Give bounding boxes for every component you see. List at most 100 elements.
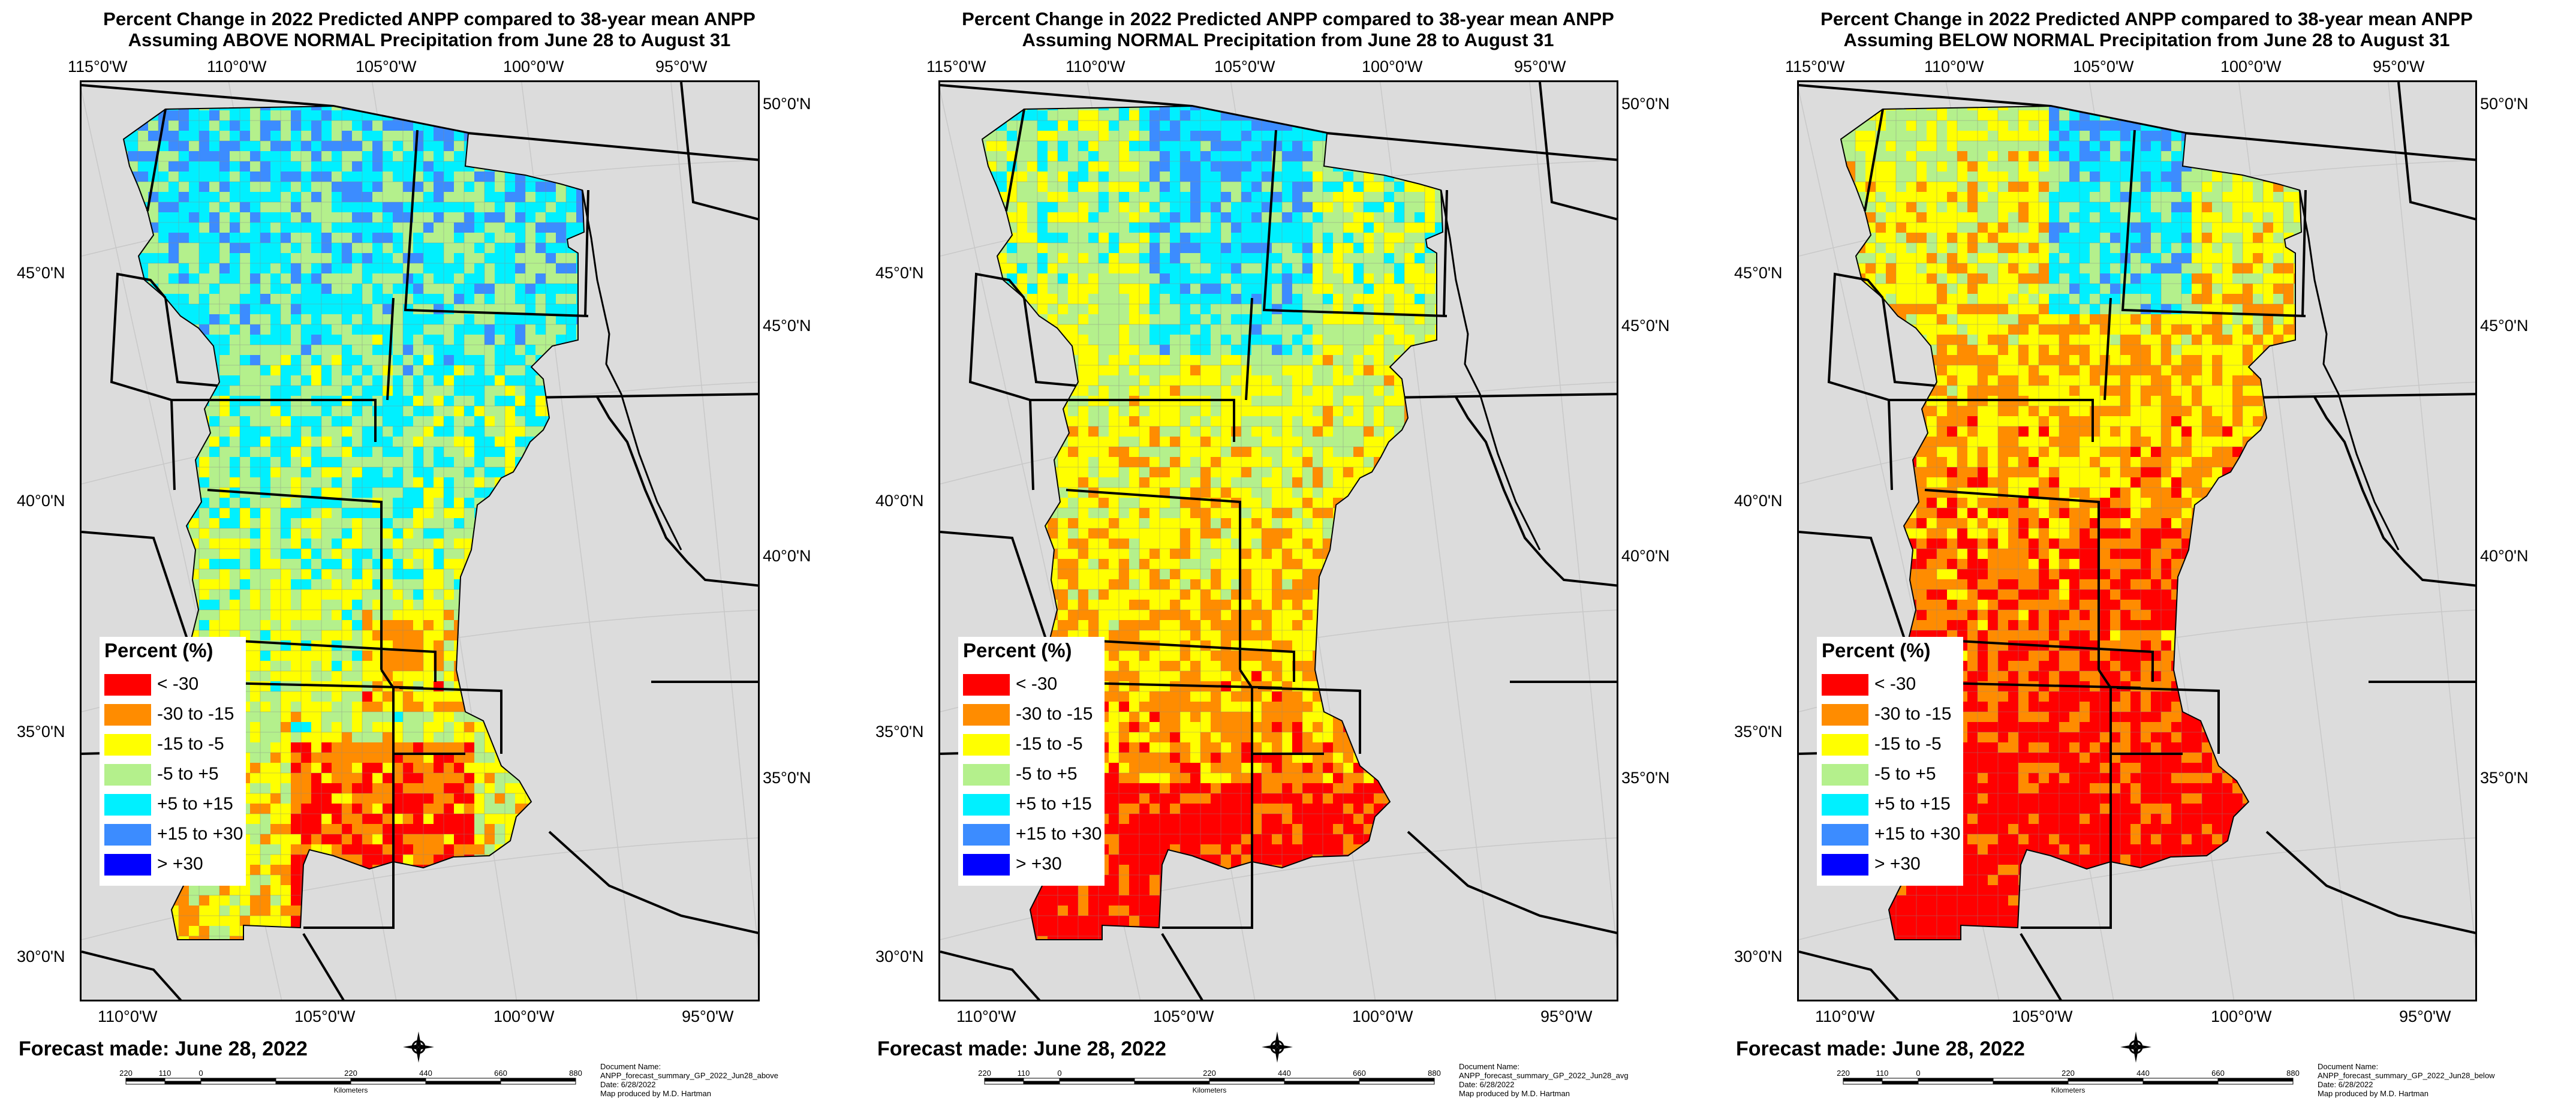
latitude-label-right: 40°0'N (1621, 547, 1670, 565)
legend-item: -5 to +5 (963, 762, 1105, 786)
longitude-label-top: 100°0'W (1362, 58, 1423, 76)
longitude-label-top: 95°0'W (1514, 58, 1566, 76)
doc-name: ANPP_forecast_summary_GP_2022_Jun28_belo… (2318, 1071, 2495, 1080)
scale-tick-label: 220 (119, 1070, 133, 1078)
legend-label: -30 to -15 (157, 704, 234, 724)
map-title-line1: Percent Change in 2022 Predicted ANPP co… (962, 8, 1614, 29)
doc-name-label: Document Name: (1459, 1062, 1520, 1071)
scale-tick-label: 0 (1916, 1070, 1920, 1078)
latitude-label-left: 30°0'N (875, 947, 924, 965)
legend-swatch (1822, 854, 1868, 876)
longitude-label-top: 115°0'W (926, 58, 986, 76)
longitude-label-bottom: 100°0'W (1352, 1007, 1413, 1025)
legend-item: +15 to +30 (1822, 822, 1963, 846)
legend-item: -5 to +5 (104, 762, 246, 786)
legend-swatch (1822, 764, 1868, 786)
doc-date: Date: 6/28/2022 (1459, 1080, 1515, 1089)
legend-label: -5 to +5 (1016, 764, 1078, 784)
latitude-label-right: 35°0'N (1621, 769, 1670, 787)
legend-label: -15 to -5 (1874, 734, 1942, 754)
legend-item: +5 to +15 (963, 792, 1105, 816)
latitude-label-left: 35°0'N (875, 723, 924, 741)
doc-name-label: Document Name: (600, 1062, 661, 1071)
longitude-label-bottom: 100°0'W (2211, 1007, 2272, 1025)
legend: Percent (%) < -30 -30 to -15 -15 to -5 -5 t… (100, 637, 246, 886)
longitude-label-top: 105°0'W (1214, 58, 1275, 76)
scale-unit: Kilometers (1193, 1086, 1227, 1094)
legend-label: +5 to +15 (157, 794, 233, 814)
study-area-states (968, 109, 1448, 929)
legend-swatch (104, 764, 151, 786)
longitude-label-bottom: 95°0'W (1540, 1007, 1593, 1025)
legend-swatch (963, 824, 1010, 846)
legend-label: < -30 (1016, 674, 1058, 694)
map-panel: Percent Change in 2022 Predicted ANPP co… (859, 0, 1717, 1113)
legend-title: Percent (%) (104, 639, 213, 661)
document-info: Document Name: ANPP_forecast_summary_GP_… (1459, 1062, 1629, 1098)
legend-item: +5 to +15 (104, 792, 246, 816)
scale-tick-label: 110 (159, 1070, 171, 1078)
latitude-label-left: 35°0'N (17, 723, 65, 741)
legend-label: > +30 (157, 854, 203, 874)
map-frame[interactable]: Percent (%) < -30 -30 to -15 -15 to -5 -5 t… (80, 80, 760, 1001)
doc-producer: Map produced by M.D. Hartman (600, 1089, 711, 1098)
map-panel: Percent Change in 2022 Predicted ANPP co… (0, 0, 859, 1113)
legend-swatch (963, 734, 1010, 756)
legend-swatch (1822, 824, 1868, 846)
legend-swatch (104, 734, 151, 756)
scale-tick-label: 220 (2062, 1070, 2075, 1078)
legend-label: +15 to +30 (157, 824, 243, 844)
legend-swatch (104, 704, 151, 726)
legend-swatch (1822, 674, 1868, 696)
longitude-label-top: 105°0'W (2073, 58, 2134, 76)
map-canvas (940, 82, 1617, 1000)
study-area-states (110, 109, 589, 929)
latitude-label-right: 40°0'N (2480, 547, 2529, 565)
legend-item: -15 to -5 (963, 732, 1105, 756)
scale-unit: Kilometers (334, 1086, 368, 1094)
north-arrow-compass-icon (1262, 1031, 1293, 1063)
map-title-line2: Assuming BELOW NORMAL Precipitation from… (1843, 29, 2450, 50)
document-info: Document Name: ANPP_forecast_summary_GP_… (600, 1062, 778, 1098)
legend-item: > +30 (104, 852, 246, 876)
scale-tick-label: 110 (1876, 1070, 1889, 1078)
legend-item: -30 to -15 (1822, 702, 1963, 726)
legend-item: -30 to -15 (963, 702, 1105, 726)
scale-tick-label: 110 (1018, 1070, 1030, 1078)
latitude-label-left: 40°0'N (875, 492, 924, 510)
longitude-label-top: 115°0'W (68, 58, 128, 76)
scale-tick-label: 0 (198, 1070, 203, 1078)
map-title: Percent Change in 2022 Predicted ANPP co… (0, 8, 859, 50)
scale-tick-label: 220 (1837, 1070, 1850, 1078)
longitude-label-top: 110°0'W (1924, 58, 1984, 76)
legend-item: +15 to +30 (963, 822, 1105, 846)
scale-tick-label: 440 (2136, 1070, 2150, 1078)
longitude-label-bottom: 105°0'W (2012, 1007, 2073, 1025)
scale-bar: 220 110 0 220 440 660 880 Kilometers (117, 1069, 585, 1106)
map-panel: Percent Change in 2022 Predicted ANPP co… (1717, 0, 2576, 1113)
scale-tick-label: 880 (569, 1070, 582, 1078)
legend-label: > +30 (1874, 854, 1921, 874)
doc-date: Date: 6/28/2022 (600, 1080, 656, 1089)
doc-producer: Map produced by M.D. Hartman (2318, 1089, 2428, 1098)
scale-tick-label: 220 (978, 1070, 991, 1078)
longitude-label-top: 110°0'W (1066, 58, 1126, 76)
legend-item: > +30 (1822, 852, 1963, 876)
scale-tick-label: 660 (2211, 1070, 2225, 1078)
forecast-date: Forecast made: June 28, 2022 (877, 1037, 1166, 1060)
map-frame[interactable]: Percent (%) < -30 -30 to -15 -15 to -5 -5 t… (938, 80, 1618, 1001)
legend-swatch (104, 854, 151, 876)
longitude-label-top: 115°0'W (1785, 58, 1845, 76)
latitude-label-right: 35°0'N (763, 769, 811, 787)
river-boundary (2298, 189, 2400, 551)
latitude-label-right: 50°0'N (763, 95, 811, 113)
scale-tick-label: 220 (344, 1070, 357, 1078)
scale-bar: 220 110 0 220 440 660 880 Kilometers (1834, 1069, 2302, 1106)
legend-swatch (963, 794, 1010, 816)
longitude-label-bottom: 95°0'W (682, 1007, 734, 1025)
latitude-label-right: 45°0'N (763, 317, 811, 335)
latitude-label-left: 45°0'N (17, 264, 65, 282)
map-frame[interactable]: Percent (%) < -30 -30 to -15 -15 to -5 -5 t… (1797, 80, 2477, 1001)
legend-swatch (104, 794, 151, 816)
map-title-line1: Percent Change in 2022 Predicted ANPP co… (103, 8, 756, 29)
